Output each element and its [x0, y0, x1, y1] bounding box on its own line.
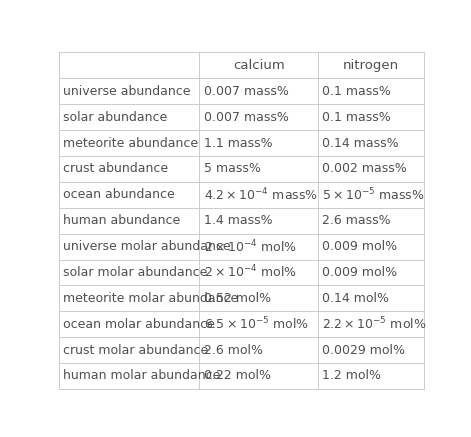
Text: meteorite molar abundance: meteorite molar abundance [63, 292, 238, 305]
Text: human abundance: human abundance [63, 214, 180, 227]
Text: solar abundance: solar abundance [63, 111, 168, 124]
Text: meteorite abundance: meteorite abundance [63, 136, 198, 149]
Text: human molar abundance: human molar abundance [63, 370, 220, 382]
Text: ocean molar abundance: ocean molar abundance [63, 318, 215, 331]
Text: nitrogen: nitrogen [343, 59, 399, 72]
Text: calcium: calcium [233, 59, 284, 72]
Text: $2\times10^{-4}$ mol%: $2\times10^{-4}$ mol% [204, 238, 297, 255]
Text: 0.0029 mol%: 0.0029 mol% [323, 343, 406, 357]
Text: 0.1 mass%: 0.1 mass% [323, 85, 391, 98]
Text: 0.14 mol%: 0.14 mol% [323, 292, 390, 305]
Text: ocean abundance: ocean abundance [63, 188, 175, 201]
Text: 0.22 mol%: 0.22 mol% [204, 370, 271, 382]
Text: 5 mass%: 5 mass% [204, 163, 260, 175]
Text: 0.52 mol%: 0.52 mol% [204, 292, 271, 305]
Text: 0.14 mass%: 0.14 mass% [323, 136, 399, 149]
Text: $2\times10^{-4}$ mol%: $2\times10^{-4}$ mol% [204, 264, 297, 281]
Text: $6.5\times10^{-5}$ mol%: $6.5\times10^{-5}$ mol% [204, 316, 309, 333]
Text: 2.6 mass%: 2.6 mass% [323, 214, 391, 227]
Text: $2.2\times10^{-5}$ mol%: $2.2\times10^{-5}$ mol% [323, 316, 427, 333]
Text: 1.1 mass%: 1.1 mass% [204, 136, 272, 149]
Text: 0.007 mass%: 0.007 mass% [204, 85, 289, 98]
Text: 0.009 mol%: 0.009 mol% [323, 240, 398, 253]
Text: solar molar abundance: solar molar abundance [63, 266, 208, 279]
Text: 1.4 mass%: 1.4 mass% [204, 214, 272, 227]
Text: crust abundance: crust abundance [63, 163, 168, 175]
Text: universe abundance: universe abundance [63, 85, 191, 98]
Text: $4.2\times10^{-4}$ mass%: $4.2\times10^{-4}$ mass% [204, 187, 318, 203]
Text: 0.1 mass%: 0.1 mass% [323, 111, 391, 124]
Text: $5\times10^{-5}$ mass%: $5\times10^{-5}$ mass% [323, 187, 425, 203]
Text: 0.009 mol%: 0.009 mol% [323, 266, 398, 279]
Text: 0.007 mass%: 0.007 mass% [204, 111, 289, 124]
Text: universe molar abundance: universe molar abundance [63, 240, 231, 253]
Text: 2.6 mol%: 2.6 mol% [204, 343, 263, 357]
Text: 1.2 mol%: 1.2 mol% [323, 370, 382, 382]
Text: 0.002 mass%: 0.002 mass% [323, 163, 407, 175]
Text: crust molar abundance: crust molar abundance [63, 343, 209, 357]
